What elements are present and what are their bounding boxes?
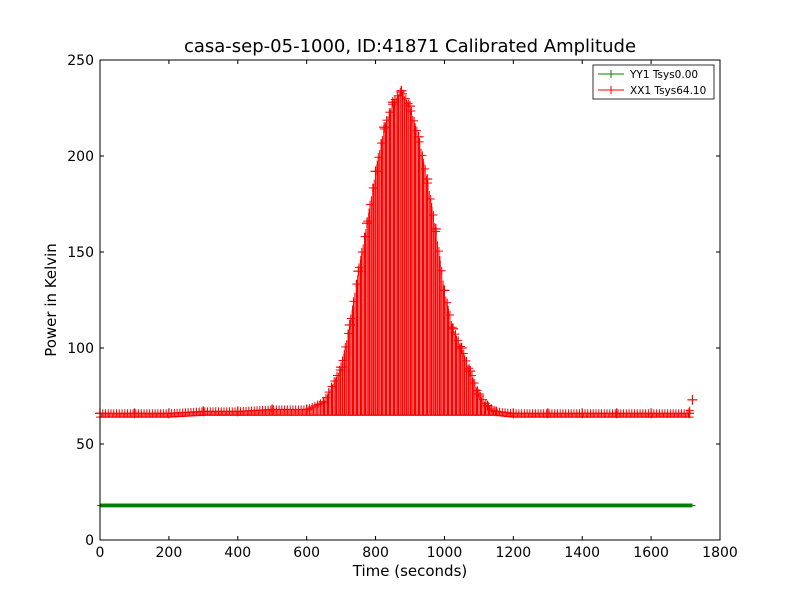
x-tick-label: 1400 [564,545,600,561]
x-tick-label: 0 [96,545,105,561]
series-layer [95,85,698,508]
legend-entries: YY1 Tsys0.00 XX1 Tsys64.10 [598,69,706,97]
y-tick-label: 150 [67,245,94,261]
y-axis-label: Power in Kelvin [42,243,60,357]
y-tick-label: 50 [76,437,94,453]
y-tick-label: 250 [67,53,94,69]
legend-label-0: YY1 Tsys0.00 [629,69,698,81]
series-yy1 [97,503,696,508]
x-tick-label: 1000 [427,545,463,561]
axes-frame [99,59,721,541]
x-tick-label: 600 [293,545,320,561]
x-tick-label: 1600 [633,545,669,561]
y-tick-label: 200 [67,149,94,165]
chart-title: casa-sep-05-1000, ID:41871 Calibrated Am… [184,36,636,57]
x-tick-label: 1200 [496,545,532,561]
x-tick-label: 200 [156,545,183,561]
x-axis-label: Time (seconds) [352,562,468,580]
y-axis-ticks: 0 50 100 150 200 250 [67,53,720,549]
x-tick-label: 1800 [702,545,738,561]
y-tick-label: 0 [85,533,94,549]
x-tick-label: 800 [362,545,389,561]
legend: YY1 Tsys0.00 XX1 Tsys64.10 [592,64,715,100]
series-xx1 [95,85,698,419]
y-tick-label: 100 [67,341,94,357]
x-tick-label: 400 [224,545,251,561]
legend-box [592,64,715,100]
plot-area [95,59,721,541]
legend-label-1: XX1 Tsys64.10 [630,85,706,97]
x-axis-ticks: 0 200 400 600 800 1000 1200 1400 1600 1800 [96,60,738,561]
